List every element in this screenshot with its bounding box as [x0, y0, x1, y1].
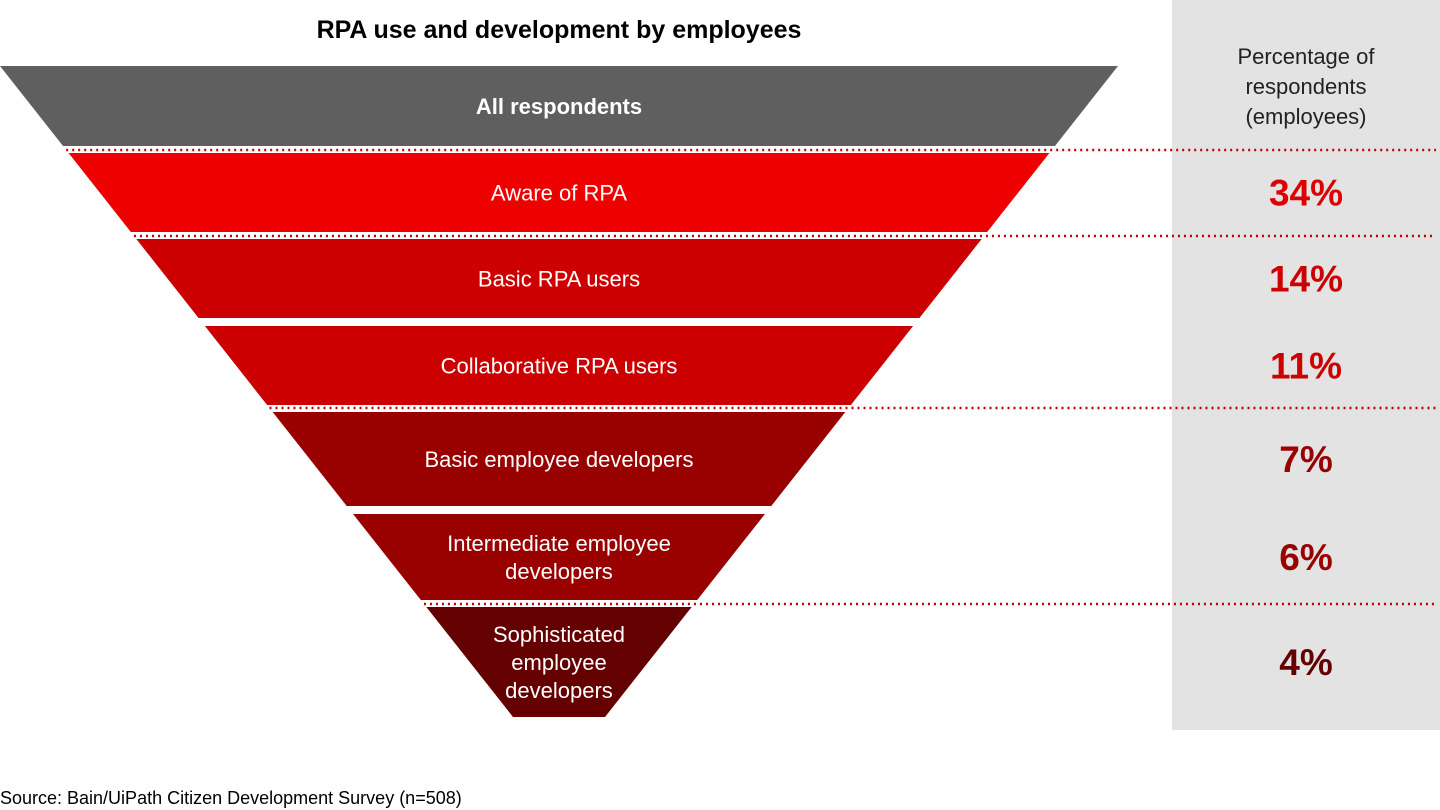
column-header-line: respondents: [1245, 74, 1366, 99]
column-header: Percentage of respondents (employees): [1238, 44, 1376, 129]
stage-label: Basic RPA users: [478, 267, 640, 292]
column-header-line: (employees): [1245, 104, 1366, 129]
funnel-stage-4: [272, 412, 846, 506]
percentage-values: 34% 14% 11% 7% 6% 4%: [1269, 173, 1343, 684]
dotted-dividers: [66, 148, 1436, 606]
stage-label: developers: [505, 559, 613, 584]
percentage-value: 6%: [1279, 537, 1332, 578]
funnel-stage-1: [68, 153, 1050, 232]
source-note: Source: Bain/UiPath Citizen Development …: [0, 788, 462, 808]
funnel-stage-6: [426, 607, 692, 717]
stage-label: Collaborative RPA users: [441, 354, 678, 379]
funnel-stages: All respondents Aware of RPA Basic RPA use…: [0, 66, 1118, 717]
percentage-value: 11%: [1270, 346, 1342, 387]
column-header-line: Percentage of: [1238, 44, 1376, 69]
percentage-value: 34%: [1269, 173, 1343, 214]
percentage-value: 4%: [1279, 642, 1332, 683]
stage-label: employee: [511, 650, 606, 675]
percentage-column-panel: [1172, 0, 1440, 730]
funnel-stage-3: [204, 326, 914, 405]
stage-label: developers: [505, 678, 613, 703]
stage-label: Aware of RPA: [491, 181, 627, 206]
percentage-value: 7%: [1279, 439, 1332, 480]
stage-label: All respondents: [476, 94, 642, 119]
stage-label: Intermediate employee: [447, 531, 671, 556]
funnel-stage-2: [136, 239, 982, 318]
funnel-stage-5: [353, 514, 765, 600]
funnel-stage-0: [0, 66, 1118, 146]
chart-title: RPA use and development by employees: [317, 16, 802, 44]
stage-label: Basic employee developers: [424, 447, 693, 472]
stage-label: Sophisticated: [493, 622, 625, 647]
percentage-value: 14%: [1269, 259, 1343, 300]
